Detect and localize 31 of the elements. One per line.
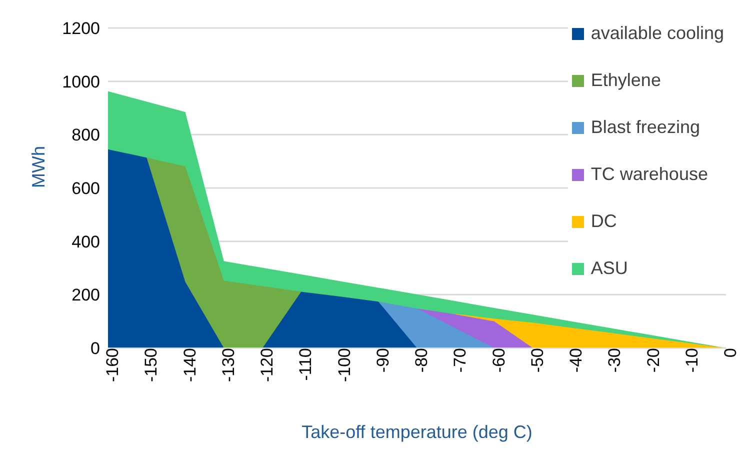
x-tick-label: -130 bbox=[218, 348, 238, 382]
y-tick-label: 1000 bbox=[62, 72, 100, 92]
x-tick-label: -10 bbox=[682, 348, 702, 373]
x-tick-label: -110 bbox=[296, 348, 316, 381]
x-tick-label: -80 bbox=[412, 348, 432, 373]
legend-label: TC warehouse bbox=[590, 164, 708, 185]
x-tick-label: -60 bbox=[489, 348, 508, 373]
x-tick-label: -30 bbox=[605, 348, 624, 373]
x-tick-label: -70 bbox=[450, 348, 470, 373]
x-tick-label: -40 bbox=[566, 348, 586, 373]
y-tick-label: 800 bbox=[72, 126, 100, 145]
y-axis-title: MWh bbox=[28, 146, 48, 188]
x-tick-label: -150 bbox=[142, 348, 161, 382]
y-tick-label: 400 bbox=[72, 232, 100, 252]
legend-label: ASU bbox=[590, 258, 628, 279]
x-tick-label: -160 bbox=[103, 348, 122, 382]
x-tick-label: -140 bbox=[180, 348, 200, 382]
legend-label: available cooling bbox=[590, 23, 724, 44]
y-tick-label: 200 bbox=[72, 286, 100, 305]
x-tick-label: 0 bbox=[721, 348, 740, 358]
x-tick-label: -50 bbox=[528, 348, 547, 373]
y-tick-label: 1200 bbox=[62, 19, 100, 38]
x-axis-title: Take-off temperature (deg C) bbox=[302, 422, 532, 442]
x-tick-label: -20 bbox=[644, 348, 663, 373]
x-tick-label: -100 bbox=[334, 348, 354, 382]
x-tick-label: -90 bbox=[373, 348, 392, 373]
y-tick-label: 600 bbox=[72, 179, 100, 198]
legend-label: Blast freezing bbox=[590, 117, 700, 138]
legend-label: Ethylene bbox=[590, 70, 661, 91]
legend-label: DC bbox=[590, 211, 617, 232]
x-tick-label: -120 bbox=[258, 348, 277, 382]
